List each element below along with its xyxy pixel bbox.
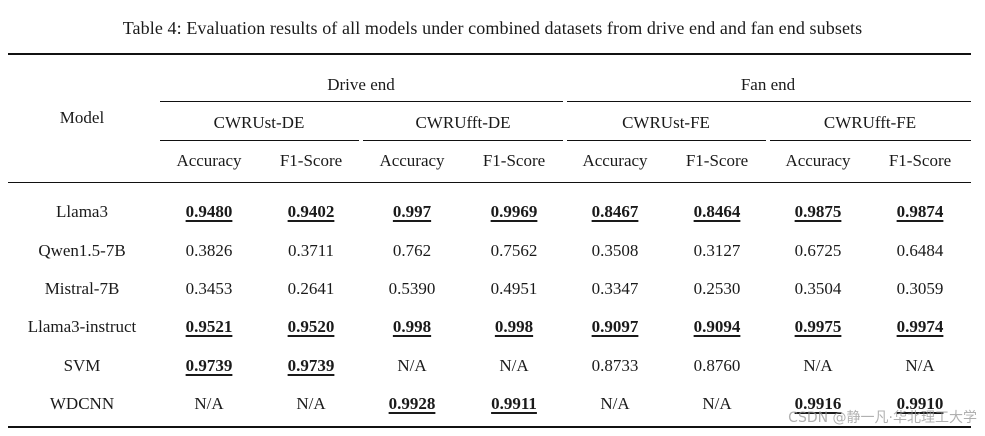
- value-cell: 0.8464: [693, 202, 741, 221]
- metric-header: F1-Score: [888, 151, 952, 170]
- value-cell: 0.9969: [490, 202, 538, 221]
- value-cell: 0.9739: [185, 356, 233, 375]
- model-name-cell: Qwen1.5-7B: [38, 241, 126, 260]
- value-cell: 0.3347: [591, 279, 639, 298]
- value-cell: 0.9402: [287, 202, 335, 221]
- value-cell: 0.8733: [591, 356, 639, 375]
- metric-header: F1-Score: [279, 151, 343, 170]
- watermark: CSDN @静一凡·华北理工大学: [788, 410, 977, 426]
- metric-header: Accuracy: [379, 151, 445, 170]
- value-cell: 0.3127: [693, 241, 741, 260]
- value-cell: 0.9910: [896, 394, 944, 413]
- metric-header: Accuracy: [176, 151, 242, 170]
- model-name-cell: SVM: [63, 356, 101, 375]
- header-body-rule: [8, 182, 971, 183]
- value-cell: N/A: [194, 394, 224, 413]
- value-cell: 0.9874: [896, 202, 944, 221]
- model-column-header: Model: [59, 108, 105, 127]
- model-name-cell: Llama3-instruct: [27, 317, 137, 336]
- value-cell: 0.3504: [794, 279, 842, 298]
- value-cell: 0.3826: [185, 241, 233, 260]
- value-cell: 0.762: [392, 241, 432, 260]
- value-cell: 0.9911: [491, 394, 537, 413]
- cwrust-fe-rule: [567, 140, 766, 141]
- value-cell: 0.9521: [185, 317, 233, 336]
- value-cell: 0.9975: [794, 317, 842, 336]
- value-cell: N/A: [600, 394, 630, 413]
- value-cell: N/A: [499, 356, 529, 375]
- cwrufft-fe-rule: [770, 140, 971, 141]
- cwrufft-de-rule: [363, 140, 563, 141]
- value-cell: N/A: [702, 394, 732, 413]
- value-cell: 0.9974: [896, 317, 944, 336]
- model-name-cell: Llama3: [56, 202, 108, 221]
- value-cell: 0.997: [392, 202, 432, 221]
- value-cell: 0.3508: [591, 241, 639, 260]
- dataset-header-cwrust-fe: CWRUst-FE: [622, 113, 710, 132]
- value-cell: 0.3711: [287, 241, 335, 260]
- dataset-header-cwrust-de: CWRUst-DE: [213, 113, 305, 132]
- metric-header: Accuracy: [785, 151, 851, 170]
- value-cell: N/A: [397, 356, 427, 375]
- value-cell: 0.9916: [794, 394, 842, 413]
- value-cell: 0.9480: [185, 202, 233, 221]
- value-cell: 0.9094: [693, 317, 741, 336]
- value-cell: N/A: [905, 356, 935, 375]
- table-caption: Table 4: Evaluation results of all model…: [122, 18, 863, 38]
- value-cell: 0.9739: [287, 356, 335, 375]
- cwrust-de-rule: [160, 140, 359, 141]
- metric-header: F1-Score: [482, 151, 546, 170]
- drive-end-rule: [160, 101, 563, 102]
- value-cell: 0.3059: [896, 279, 944, 298]
- value-cell: 0.3453: [185, 279, 233, 298]
- value-cell: 0.5390: [388, 279, 436, 298]
- value-cell: 0.9875: [794, 202, 842, 221]
- value-cell: 0.4951: [490, 279, 538, 298]
- group-header-drive-end: Drive end: [327, 75, 395, 94]
- bottom-rule: [8, 426, 971, 428]
- model-name-cell: Mistral-7B: [44, 279, 120, 298]
- top-rule: [8, 53, 971, 55]
- value-cell: 0.9928: [388, 394, 436, 413]
- value-cell: 0.998: [494, 317, 534, 336]
- value-cell: 0.8760: [693, 356, 741, 375]
- fan-end-rule: [567, 101, 971, 102]
- value-cell: N/A: [296, 394, 326, 413]
- dataset-header-cwrufft-de: CWRUfft-DE: [415, 113, 511, 132]
- group-header-fan-end: Fan end: [740, 75, 796, 94]
- value-cell: 0.7562: [490, 241, 538, 260]
- metric-header: F1-Score: [685, 151, 749, 170]
- value-cell: 0.2641: [287, 279, 335, 298]
- value-cell: 0.6484: [896, 241, 944, 260]
- value-cell: 0.9520: [287, 317, 335, 336]
- value-cell: N/A: [803, 356, 833, 375]
- dataset-header-cwrufft-fe: CWRUfft-FE: [823, 113, 917, 132]
- value-cell: 0.998: [392, 317, 432, 336]
- metric-header: Accuracy: [582, 151, 648, 170]
- model-name-cell: WDCNN: [49, 394, 115, 413]
- value-cell: 0.9097: [591, 317, 639, 336]
- value-cell: 0.2530: [693, 279, 741, 298]
- value-cell: 0.8467: [591, 202, 639, 221]
- value-cell: 0.6725: [794, 241, 842, 260]
